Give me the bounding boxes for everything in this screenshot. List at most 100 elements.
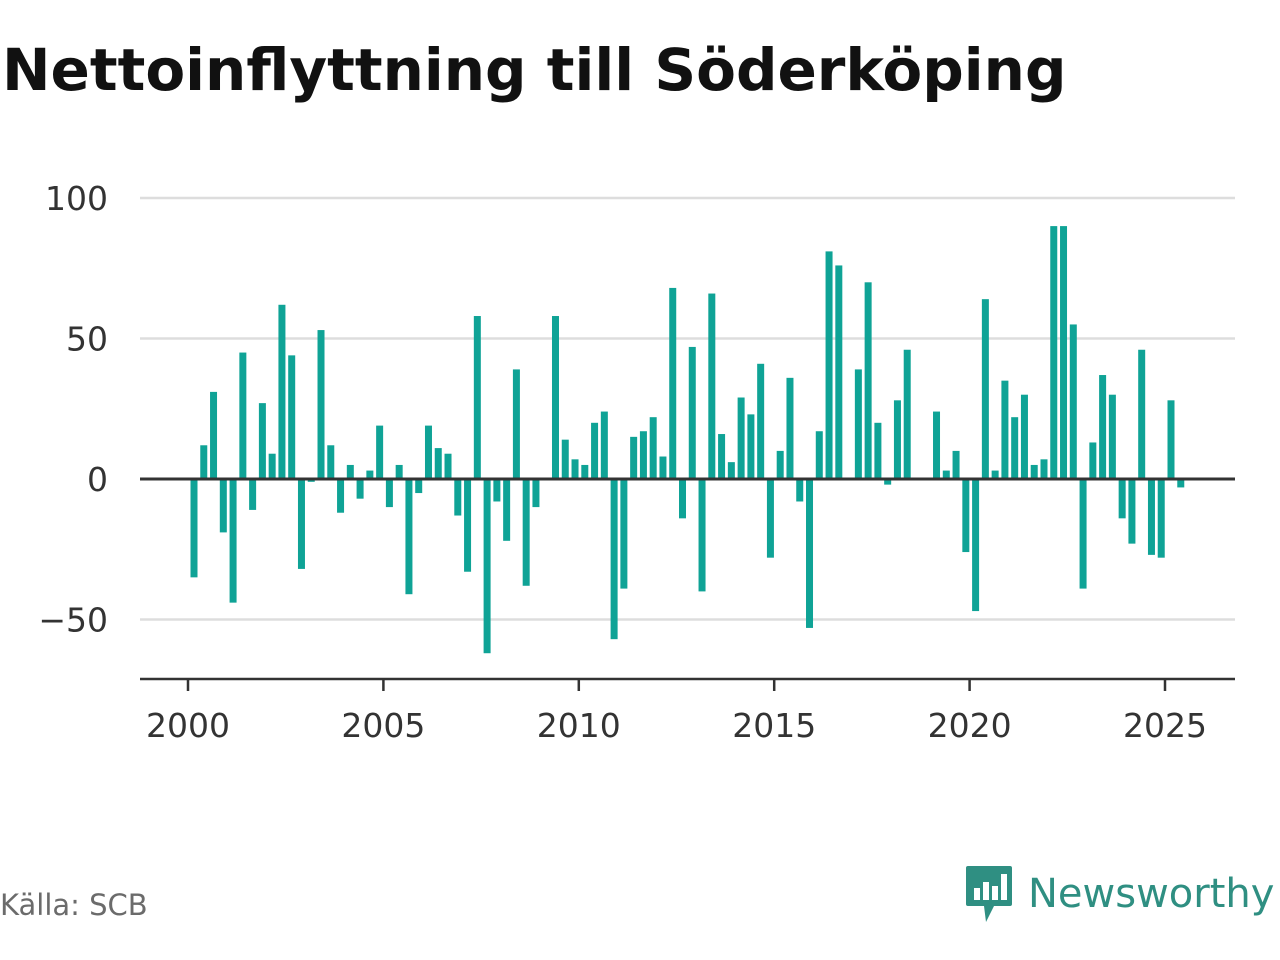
bar [854, 369, 862, 479]
bar [258, 403, 266, 479]
bar [620, 479, 628, 589]
bar [1060, 226, 1068, 479]
y-tick-label: −50 [38, 601, 108, 640]
bar [278, 304, 286, 479]
y-tick-label: 100 [45, 179, 108, 218]
bar [591, 422, 599, 479]
bar [1050, 226, 1058, 479]
bar [727, 462, 735, 479]
bar [747, 414, 755, 479]
bar [669, 287, 677, 479]
bar [639, 431, 647, 479]
bar [405, 479, 413, 595]
bar [679, 479, 686, 519]
bar [942, 470, 950, 479]
bar [571, 459, 579, 479]
bar [395, 464, 403, 479]
bar [337, 479, 345, 513]
bar [464, 479, 472, 572]
x-axis: 2000 2005 2010 2015 2020 2025 [140, 477, 1235, 745]
bar [1011, 417, 1019, 479]
bar [737, 397, 745, 479]
x-tick-label: 2025 [1123, 706, 1207, 745]
bar [874, 422, 882, 479]
bar [698, 479, 706, 592]
bar [776, 450, 784, 479]
bar [649, 417, 657, 479]
bar [561, 439, 569, 479]
bar [1118, 479, 1126, 519]
bar [229, 479, 237, 603]
bar [962, 479, 970, 553]
bar [708, 293, 716, 479]
newsworthy-logo-icon [966, 866, 1012, 922]
bar [796, 479, 804, 502]
bar [483, 479, 491, 654]
bar [1147, 479, 1155, 555]
bar [581, 464, 589, 479]
bar [806, 479, 814, 628]
bar [991, 470, 999, 479]
bar [600, 411, 608, 479]
bar [1138, 349, 1146, 479]
source-note: Källa: SCB [0, 888, 148, 922]
bar [1020, 394, 1028, 479]
bar [757, 363, 765, 479]
bar [366, 470, 374, 479]
bar [454, 479, 462, 516]
bar [376, 425, 384, 479]
bar [786, 377, 794, 479]
bar [981, 299, 989, 479]
bar [1089, 442, 1097, 479]
bar [190, 479, 198, 578]
x-tick-label: 2020 [928, 706, 1012, 745]
bar [1001, 380, 1009, 479]
bar [1069, 324, 1077, 479]
bar [512, 369, 520, 479]
bar [1030, 464, 1038, 479]
bar [825, 251, 833, 479]
bar [933, 411, 941, 479]
chart-title: Nettoinflyttning till Söderköping [2, 36, 1067, 104]
bar [952, 450, 960, 479]
x-tick-label: 2015 [732, 706, 816, 745]
bar [210, 391, 218, 479]
bar [219, 479, 227, 533]
bar [1177, 479, 1185, 488]
bar [1099, 375, 1107, 479]
y-tick-label: 0 [87, 460, 108, 499]
bar [835, 265, 843, 479]
bar [317, 330, 325, 479]
bar [766, 479, 774, 558]
bar [972, 479, 980, 612]
bar [444, 453, 452, 479]
bar [249, 479, 257, 510]
bar [385, 479, 393, 508]
bar [434, 448, 442, 479]
bar [1079, 479, 1087, 589]
bar [239, 352, 247, 479]
bar [532, 479, 540, 508]
bar [718, 434, 726, 479]
bar [659, 456, 667, 479]
brand-name: Newsworthy [1028, 871, 1275, 917]
bar [268, 453, 276, 479]
bar [327, 445, 335, 479]
bar [903, 349, 911, 479]
bar [424, 425, 432, 479]
bar [297, 479, 305, 569]
bar [200, 445, 208, 479]
x-tick-label: 2005 [341, 706, 425, 745]
bar [1128, 479, 1136, 544]
bar [356, 479, 364, 499]
bar [1157, 479, 1165, 558]
bar [884, 479, 892, 485]
x-tick-label: 2000 [146, 706, 230, 745]
bar [415, 479, 423, 494]
bar-chart: −50 0 50 100 2000 2005 2010 2015 2020 2025 [38, 179, 1235, 745]
bar [1108, 394, 1116, 479]
bar [346, 464, 354, 479]
bar [288, 355, 296, 479]
x-tick-label: 2010 [537, 706, 621, 745]
brand-logo[interactable]: Newsworthy [964, 864, 1274, 924]
